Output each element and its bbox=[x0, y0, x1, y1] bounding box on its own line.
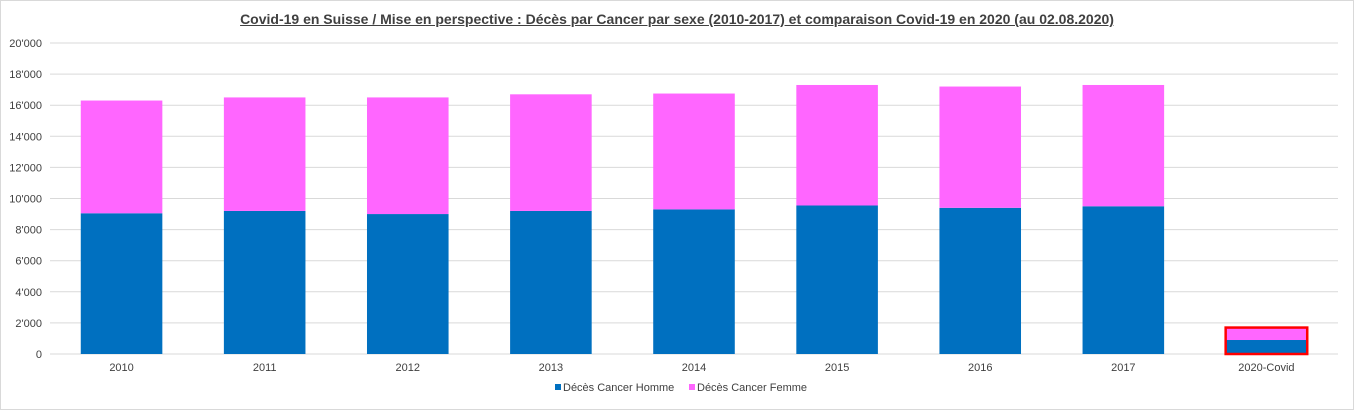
x-tick-label: 2020-Covid bbox=[1238, 362, 1294, 374]
legend-label: Décès Cancer Femme bbox=[697, 382, 807, 394]
y-tick-label: 16'000 bbox=[9, 100, 42, 112]
bar-homme bbox=[939, 207, 1022, 354]
y-tick-label: 0 bbox=[36, 349, 42, 361]
bar-femme bbox=[653, 93, 735, 210]
legend-label: Décès Cancer Homme bbox=[563, 382, 674, 394]
legend[interactable]: Décès Cancer Homme Décès Cancer Femme bbox=[555, 382, 807, 394]
x-tick-label: 2012 bbox=[396, 362, 420, 374]
bar-homme bbox=[80, 213, 163, 354]
bar-femme bbox=[80, 100, 163, 214]
bar-femme bbox=[939, 86, 1022, 208]
y-tick-label: 12'000 bbox=[9, 162, 42, 174]
bar-femme bbox=[1082, 84, 1165, 207]
y-tick-label: 2'000 bbox=[15, 318, 42, 330]
x-tick-label: 2011 bbox=[253, 362, 277, 374]
y-tick-label: 14'000 bbox=[9, 131, 42, 143]
y-tick-label: 10'000 bbox=[9, 194, 42, 206]
y-tick-label: 4'000 bbox=[15, 287, 42, 299]
x-tick-label: 2014 bbox=[682, 362, 706, 374]
x-tick-label: 2010 bbox=[109, 362, 133, 374]
bar-femme bbox=[796, 84, 878, 206]
chart-title: Covid-19 en Suisse / Mise en perspective… bbox=[240, 11, 1114, 27]
legend-swatch bbox=[555, 384, 561, 390]
bar-femme bbox=[1225, 327, 1308, 341]
y-tick-label: 20'000 bbox=[9, 38, 42, 50]
y-tick-label: 8'000 bbox=[15, 225, 42, 237]
bar-femme bbox=[366, 97, 449, 215]
x-tick-label: 2013 bbox=[539, 362, 563, 374]
bar-homme bbox=[366, 214, 449, 354]
x-tick-label: 2017 bbox=[1111, 362, 1135, 374]
legend-swatch bbox=[689, 384, 695, 390]
x-tick-label: 2016 bbox=[968, 362, 992, 374]
bar-homme bbox=[796, 205, 878, 354]
x-axis-tick-labels: 2010 2011 2012 2013 2014 2015 2016 2017 2020-Cov… bbox=[109, 362, 1294, 374]
x-tick-label: 2015 bbox=[825, 362, 849, 374]
y-axis-tick-labels: 0 2'000 4'000 6'000 8'000 10'000 12'000 14'000 1… bbox=[9, 38, 42, 361]
bar-femme bbox=[223, 97, 306, 211]
bar-femme bbox=[510, 94, 592, 211]
y-tick-label: 18'000 bbox=[9, 69, 42, 81]
bar-homme bbox=[1082, 206, 1165, 354]
bar-homme bbox=[223, 210, 306, 354]
y-tick-label: 6'000 bbox=[15, 256, 42, 268]
bar-homme bbox=[1225, 340, 1308, 354]
bar-homme bbox=[510, 210, 592, 354]
bars bbox=[80, 84, 1309, 356]
bar-homme bbox=[653, 209, 735, 354]
highlight-box bbox=[1224, 326, 1309, 356]
